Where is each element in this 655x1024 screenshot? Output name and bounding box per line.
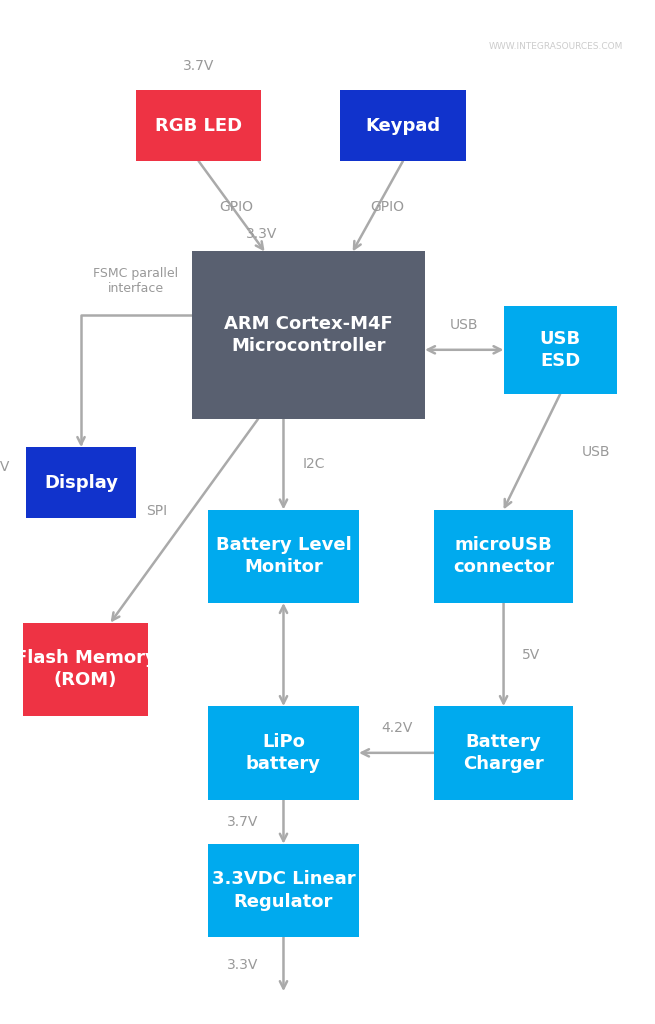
- FancyBboxPatch shape: [26, 447, 136, 518]
- FancyBboxPatch shape: [193, 252, 425, 419]
- Text: 3.3VDC Linear
Regulator: 3.3VDC Linear Regulator: [212, 870, 355, 910]
- Text: microUSB
connector: microUSB connector: [453, 537, 554, 577]
- Text: ARM Cortex-M4F
Microcontroller: ARM Cortex-M4F Microcontroller: [224, 315, 393, 355]
- FancyBboxPatch shape: [208, 707, 359, 800]
- Text: 3.7V: 3.7V: [183, 58, 214, 73]
- FancyBboxPatch shape: [136, 90, 261, 161]
- Text: 3.3V: 3.3V: [227, 957, 258, 972]
- Text: 5V: 5V: [523, 647, 540, 662]
- Text: I2C: I2C: [303, 457, 325, 471]
- Text: 4.2V: 4.2V: [381, 721, 413, 735]
- Text: 3.7V: 3.7V: [227, 815, 258, 828]
- Text: GPIO: GPIO: [219, 201, 253, 214]
- FancyBboxPatch shape: [434, 707, 572, 800]
- Text: Keypad: Keypad: [365, 117, 441, 135]
- Text: WWW.INTEGRASOURCES.COM: WWW.INTEGRASOURCES.COM: [489, 42, 623, 51]
- FancyBboxPatch shape: [208, 510, 359, 603]
- Text: FSMC parallel
interface: FSMC parallel interface: [93, 267, 178, 295]
- Text: SPI: SPI: [146, 504, 167, 518]
- FancyBboxPatch shape: [22, 623, 148, 716]
- Text: Battery
Charger: Battery Charger: [463, 733, 544, 773]
- FancyBboxPatch shape: [434, 510, 572, 603]
- Text: 3.3V: 3.3V: [0, 460, 10, 474]
- Text: LiPo
battery: LiPo battery: [246, 733, 321, 773]
- Text: Battery Level
Monitor: Battery Level Monitor: [215, 537, 351, 577]
- Text: 3.3V: 3.3V: [246, 226, 277, 241]
- FancyBboxPatch shape: [340, 90, 466, 161]
- Text: Flash Memory
(ROM): Flash Memory (ROM): [14, 649, 157, 689]
- Text: USB: USB: [450, 318, 479, 332]
- Text: GPIO: GPIO: [370, 201, 404, 214]
- Text: Display: Display: [44, 473, 118, 492]
- Text: RGB LED: RGB LED: [155, 117, 242, 135]
- FancyBboxPatch shape: [504, 305, 617, 394]
- Text: USB: USB: [582, 444, 610, 459]
- FancyBboxPatch shape: [208, 844, 359, 937]
- Text: USB
ESD: USB ESD: [540, 330, 581, 370]
